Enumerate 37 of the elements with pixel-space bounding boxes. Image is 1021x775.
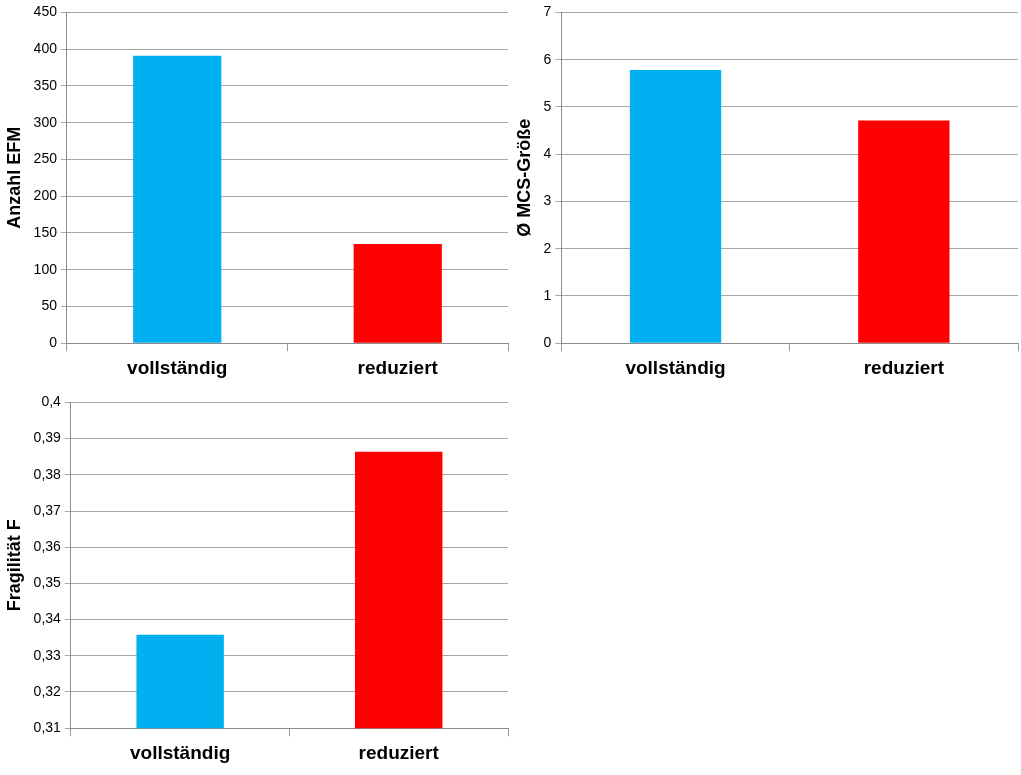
y-tick-label: 0 [49, 334, 58, 351]
y-tick-label: 300 [33, 113, 58, 130]
y-tick-label: 0,4 [41, 393, 62, 410]
x-tick-label: reduziert [357, 356, 439, 378]
y-tick-label: 350 [33, 76, 58, 93]
y-tick-label: 0,33 [33, 646, 62, 663]
y-tick-label: 0,31 [33, 719, 62, 736]
y-tick-label: 50 [41, 297, 58, 314]
y-tick-label: 0,39 [33, 429, 62, 446]
y-tick-label: 100 [33, 260, 58, 277]
y-tick-label: 250 [33, 150, 58, 167]
y-tick-label: 3 [543, 192, 552, 209]
y-tick-label: 0,35 [33, 574, 62, 591]
y-tick-label: 0,32 [33, 682, 62, 699]
x-tick-label: vollständig [127, 356, 228, 378]
y-tick-label: 0,37 [33, 501, 62, 518]
y-tick-label: 450 [33, 3, 58, 20]
y-axis-title: Anzahl EFM [3, 126, 24, 229]
x-tick-label: vollständig [129, 741, 231, 763]
y-tick-label: 400 [33, 40, 58, 57]
y-tick-label: 0,38 [33, 465, 62, 482]
y-tick-label: 5 [543, 97, 552, 114]
y-tick-label: 6 [543, 50, 552, 67]
x-tick-label: reduziert [358, 741, 440, 763]
x-tick-label: reduziert [863, 356, 945, 378]
y-tick-label: 150 [33, 223, 58, 240]
y-tick-label: 4 [543, 145, 552, 162]
y-tick-label: 200 [33, 187, 58, 204]
y-tick-label: 0,34 [33, 610, 62, 627]
y-axis-title: Fragilität F [3, 519, 24, 612]
y-axis-title: Ø MCS-Größe [513, 118, 534, 237]
y-tick-label: 7 [543, 3, 552, 20]
y-tick-label: 2 [543, 239, 552, 256]
y-tick-label: 1 [543, 286, 552, 303]
y-tick-label: 0,36 [33, 538, 62, 555]
y-tick-label: 0 [543, 334, 552, 351]
x-tick-label: vollständig [625, 356, 726, 378]
